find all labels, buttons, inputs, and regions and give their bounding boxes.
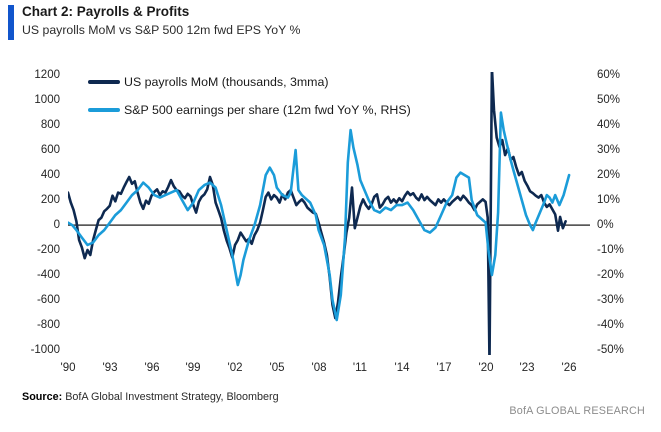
right-axis-tick: -20% bbox=[597, 269, 624, 281]
chart-subtitle: US payrolls MoM vs S&P 500 12m fwd EPS Y… bbox=[22, 23, 301, 37]
right-axis-tick: 50% bbox=[597, 94, 621, 106]
left-axis-tick: 200 bbox=[40, 194, 60, 206]
line-chart bbox=[68, 72, 590, 355]
source-text: BofA Global Investment Strategy, Bloombe… bbox=[62, 391, 279, 403]
chart-legend: US payrolls MoM (thousands, 3mma) S&P 500… bbox=[88, 73, 411, 129]
left-axis-tick: 600 bbox=[40, 144, 60, 156]
legend-label: S&P 500 earnings per share (12m fwd YoY … bbox=[124, 103, 411, 117]
right-axis-tick: 10% bbox=[597, 194, 621, 206]
legend-label: US payrolls MoM (thousands, 3mma) bbox=[124, 75, 329, 89]
legend-swatch-icon bbox=[88, 80, 120, 84]
x-axis-tick: '08 bbox=[311, 362, 327, 374]
source-note: Source: BofA Global Investment Strategy,… bbox=[22, 391, 279, 403]
left-axis-tick: -1000 bbox=[30, 344, 60, 356]
legend-item-1: S&P 500 earnings per share (12m fwd YoY … bbox=[88, 101, 411, 119]
legend-item-0: US payrolls MoM (thousands, 3mma) bbox=[88, 73, 411, 91]
left-axis-tick: -400 bbox=[36, 269, 60, 281]
x-axis-tick: '90 bbox=[60, 362, 76, 374]
x-axis-tick: '23 bbox=[519, 362, 535, 374]
right-axis-tick: -30% bbox=[597, 294, 624, 306]
left-axis-tick: 1000 bbox=[34, 94, 60, 106]
left-axis-tick: 1200 bbox=[34, 69, 60, 81]
right-axis-tick: -40% bbox=[597, 319, 624, 331]
series-line-1 bbox=[68, 111, 571, 322]
x-axis-tick: '02 bbox=[227, 362, 243, 374]
source-label: Source: bbox=[22, 391, 63, 403]
left-axis-tick: 400 bbox=[40, 169, 60, 181]
x-axis-tick: '96 bbox=[144, 362, 160, 374]
x-axis-tick: '17 bbox=[436, 362, 452, 374]
x-axis-tick: '93 bbox=[102, 362, 118, 374]
left-axis-tick: -200 bbox=[36, 244, 60, 256]
left-axis-tick: -800 bbox=[36, 319, 60, 331]
left-axis-tick: -600 bbox=[36, 294, 60, 306]
right-axis-tick: 40% bbox=[597, 119, 621, 131]
right-axis-tick: -10% bbox=[597, 244, 624, 256]
right-axis-tick: 0% bbox=[597, 219, 614, 231]
series-line-0 bbox=[68, 72, 567, 355]
x-axis-tick: '26 bbox=[561, 362, 577, 374]
right-axis-tick: 60% bbox=[597, 69, 621, 81]
legend-swatch-icon bbox=[88, 108, 120, 112]
right-axis-tick: 30% bbox=[597, 144, 621, 156]
x-axis-tick: '20 bbox=[478, 362, 494, 374]
x-axis-tick: '05 bbox=[269, 362, 285, 374]
right-axis-tick: -50% bbox=[597, 344, 624, 356]
left-axis-tick: 800 bbox=[40, 119, 60, 131]
right-axis-tick: 20% bbox=[597, 169, 621, 181]
chart-title: Chart 2: Payrolls & Profits bbox=[22, 4, 190, 19]
title-accent-bar bbox=[8, 5, 14, 40]
brand-mark: BofA GLOBAL RESEARCH bbox=[509, 405, 645, 417]
x-axis-tick: '11 bbox=[352, 362, 368, 374]
x-axis-tick: '14 bbox=[394, 362, 410, 374]
left-axis-tick: 0 bbox=[53, 219, 60, 231]
plot-area bbox=[68, 72, 590, 355]
x-axis-tick: '99 bbox=[185, 362, 201, 374]
